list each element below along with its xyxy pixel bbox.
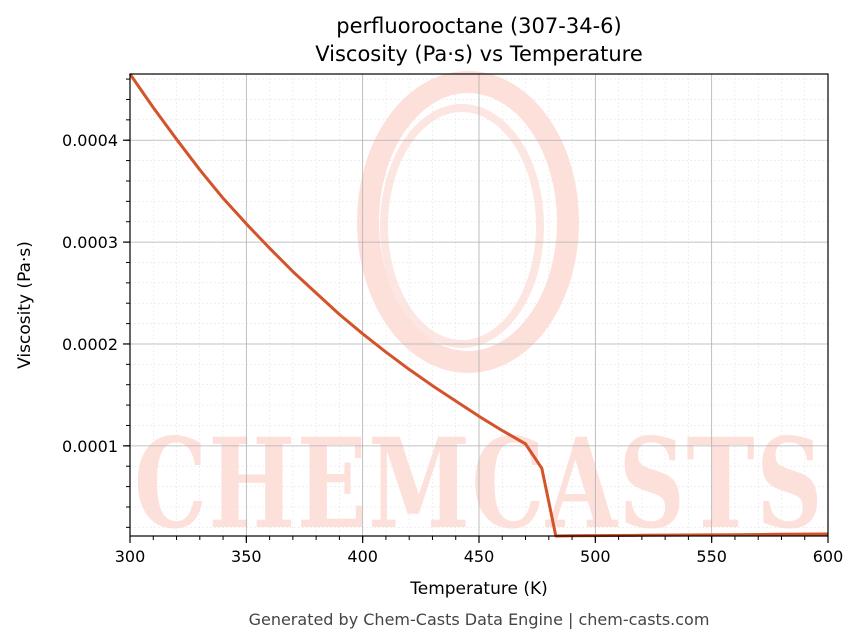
chart-title: perfluorooctane (307-34-6) [336, 14, 621, 38]
x-axis-label: Temperature (K) [409, 579, 548, 599]
x-axis: 300 350 400 450 500 550 600 [115, 536, 844, 566]
chart-subtitle: Viscosity (Pa·s) vs Temperature [315, 42, 643, 66]
y-tick-label: 0.0003 [62, 233, 118, 252]
watermark-text: CHEMCASTS [134, 412, 824, 557]
y-tick-label: 0.0001 [62, 437, 118, 456]
y-tick-label: 0.0004 [62, 131, 118, 150]
major-grid [129, 74, 829, 536]
y-axis: 0.0001 0.0002 0.0003 0.0004 [62, 78, 130, 528]
y-axis-label: Viscosity (Pa·s) [15, 241, 35, 369]
x-tick-label: 500 [580, 547, 611, 566]
x-tick-label: 450 [464, 547, 495, 566]
x-tick-label: 300 [115, 547, 146, 566]
x-tick-label: 550 [696, 547, 727, 566]
x-tick-label: 600 [813, 547, 844, 566]
footer-credit: Generated by Chem-Casts Data Engine | ch… [249, 610, 710, 629]
x-tick-label: 400 [347, 547, 378, 566]
y-tick-label: 0.0002 [62, 335, 118, 354]
x-tick-label: 350 [231, 547, 262, 566]
